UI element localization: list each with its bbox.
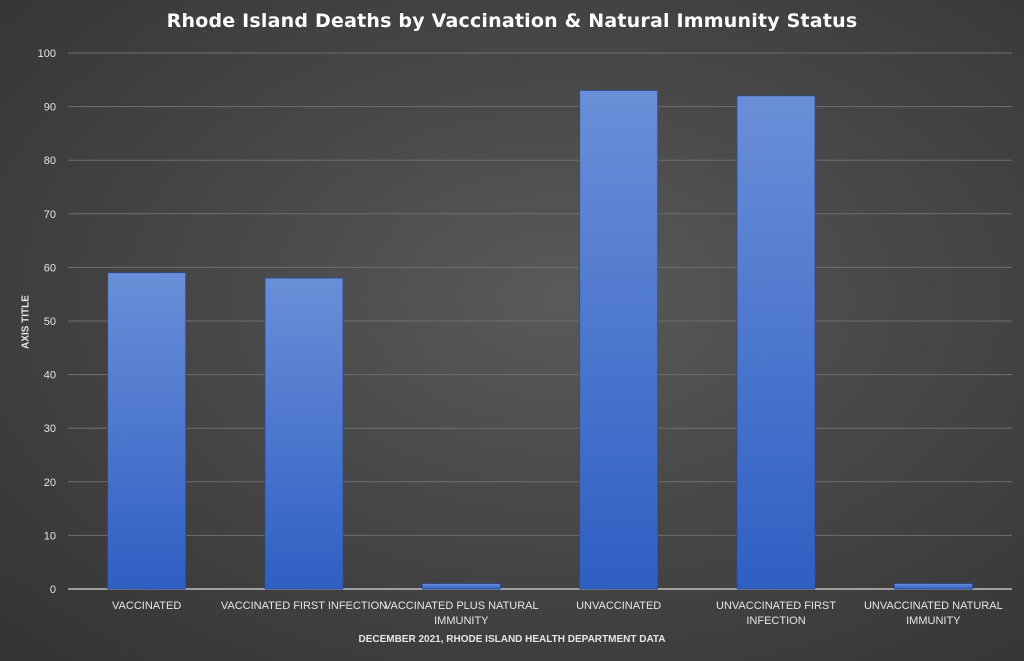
y-tick-label: 70 [44, 209, 56, 221]
y-tick-label: 30 [44, 423, 56, 435]
x-tick-label: VACCINATED [112, 600, 181, 612]
y-tick-label: 60 [44, 262, 56, 274]
x-tick-label: UNVACCINATED FIRST INFECTION [716, 600, 836, 627]
y-tick-label: 0 [50, 584, 56, 596]
x-tick-label: VACCINATED FIRST INFECTION [221, 600, 387, 612]
x-tick-label: VACCINATED PLUS NATURAL IMMUNITY [384, 600, 539, 627]
bar [736, 95, 816, 590]
bar [107, 272, 187, 590]
x-axis-title: DECEMBER 2021, RHODE ISLAND HEALTH DEPAR… [358, 634, 666, 645]
bar [893, 583, 973, 590]
y-tick-label: 40 [44, 370, 56, 382]
y-tick-label: 90 [44, 102, 56, 114]
y-tick-label: 100 [38, 48, 56, 60]
y-tick-label: 10 [44, 530, 56, 542]
bar [264, 277, 344, 590]
y-tick-label: 50 [44, 316, 56, 328]
y-tick-label: 80 [44, 155, 56, 167]
x-tick-label: UNVACCINATED [576, 600, 661, 612]
bar [421, 583, 501, 590]
chart-title: Rhode Island Deaths by Vaccination & Nat… [166, 10, 858, 32]
bar [579, 90, 659, 590]
x-tick-label: UNVACCINATED NATURAL IMMUNITY [864, 600, 1003, 627]
y-tick-label: 20 [44, 477, 56, 489]
